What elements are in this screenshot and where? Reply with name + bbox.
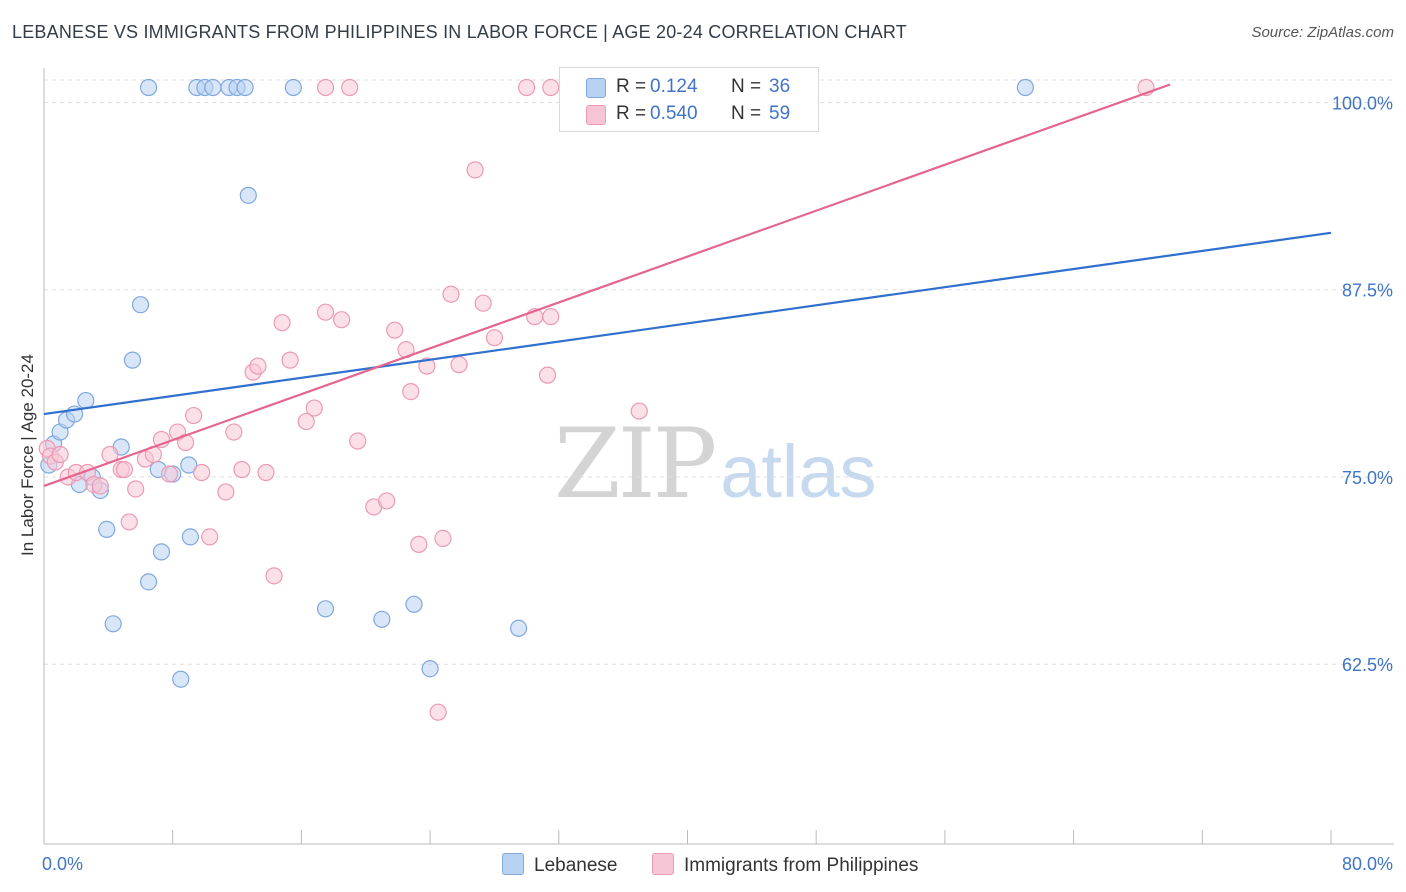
philippines-point (265, 567, 283, 585)
philippines-point (450, 356, 468, 374)
philippines-point (305, 399, 323, 417)
philippines-point (120, 513, 138, 531)
philippines-point (466, 161, 484, 179)
philippines-point (281, 351, 299, 369)
source-credit: Source: ZipAtlas.com (1251, 24, 1394, 41)
philippines-point (542, 308, 560, 326)
philippines-point (51, 445, 69, 464)
y-tick-label: 87.5% (1342, 281, 1393, 301)
philippines-point (341, 78, 359, 97)
axes (43, 68, 1394, 845)
trend-lines (43, 83, 1332, 488)
philippines-swatch (652, 853, 674, 875)
philippines-swatch (586, 105, 606, 125)
lebanese-point (373, 610, 391, 628)
watermark-zip: ZIP (554, 408, 717, 520)
n-label: N = (731, 76, 762, 97)
lebanese-swatch (586, 78, 606, 98)
tick-labels: 62.5% 75.0% 87.5% 100.0% 0.0% 80.0% (42, 93, 1393, 874)
philippines-point (429, 703, 447, 721)
philippines-point (225, 423, 243, 441)
lebanese-points (40, 78, 1034, 688)
lebanese-point (1016, 78, 1034, 97)
bottom-legend-label: Immigrants from Philippines (684, 855, 919, 876)
philippines-point (217, 483, 235, 501)
y-tick-label: 100.0% (1332, 93, 1393, 113)
lebanese-point (172, 670, 190, 688)
philippines-point (542, 78, 560, 97)
watermark: ZIPatlas (554, 408, 877, 520)
lebanese-point (139, 78, 158, 97)
lebanese-point (180, 456, 198, 474)
lebanese-point (405, 595, 423, 613)
philippines-point (201, 528, 219, 546)
bottom-legend-lebanese: Lebanese (502, 853, 617, 877)
y-axis-label: In Labor Force | Age 20-24 (18, 354, 37, 556)
chart-title: LEBANESE VS IMMIGRANTS FROM PHILIPPINES … (12, 22, 908, 42)
philippines-point (386, 321, 404, 339)
lebanese-point (239, 186, 257, 204)
lebanese-point (98, 520, 116, 539)
y-tick-label: 75.0% (1342, 468, 1393, 488)
x-tick-label: 0.0% (42, 854, 83, 874)
philippines-point (115, 460, 134, 479)
lebanese-point (421, 660, 439, 678)
lebanese-point (284, 78, 302, 97)
philippines-point (485, 329, 504, 347)
philippines-point (333, 311, 351, 329)
philippines-point (193, 463, 211, 482)
philippines-point (185, 406, 203, 425)
correlation-legend: R = 0.124 N = 36 R = 0.540 N = 59 (559, 67, 819, 132)
lebanese-swatch (502, 853, 524, 875)
philippines-point (538, 366, 557, 384)
philippines-point (297, 412, 315, 431)
lebanese-point (123, 351, 142, 369)
n-label: N = (731, 103, 762, 124)
lebanese-point (236, 78, 254, 97)
lebanese-trend-line (43, 231, 1332, 416)
philippines-point (160, 465, 179, 483)
philippines-point (127, 480, 145, 498)
lebanese-point (77, 391, 95, 410)
philippines-trend-line (43, 83, 1171, 488)
philippines-point (233, 460, 251, 479)
r-value: 0.540 (650, 103, 698, 124)
lebanese-point (152, 543, 171, 561)
lebanese-point (509, 619, 528, 637)
n-value: 59 (769, 103, 791, 124)
watermark-atlas: atlas (720, 430, 877, 513)
lebanese-point (204, 78, 222, 97)
lebanese-point (104, 615, 122, 633)
philippines-point (316, 78, 335, 97)
philippines-point (418, 357, 436, 375)
y-tick-label: 62.5% (1342, 655, 1393, 675)
lebanese-point (139, 573, 158, 591)
philippines-point (630, 402, 648, 420)
bottom-legend-philippines: Immigrants from Philippines (652, 853, 918, 877)
philippines-point (378, 492, 396, 510)
n-value: 36 (769, 76, 791, 97)
philippines-points (38, 78, 1155, 721)
philippines-point (442, 285, 460, 303)
philippines-point (91, 477, 109, 495)
philippines-point (316, 303, 335, 321)
lebanese-point (316, 600, 335, 618)
philippines-point (518, 78, 536, 97)
r-label: R = (616, 103, 647, 124)
philippines-point (410, 535, 428, 553)
philippines-point (434, 529, 452, 548)
x-tick-label: 80.0% (1342, 854, 1393, 874)
philippines-point (273, 314, 291, 332)
philippines-point (349, 432, 367, 450)
bottom-legend-label: Lebanese (534, 855, 618, 876)
philippines-point (474, 294, 492, 312)
philippines-point (402, 382, 420, 401)
philippines-point (249, 357, 267, 375)
r-label: R = (616, 76, 647, 97)
lebanese-point (131, 296, 150, 314)
lebanese-point (181, 528, 199, 546)
r-value: 0.124 (650, 76, 698, 97)
philippines-point (257, 463, 275, 482)
